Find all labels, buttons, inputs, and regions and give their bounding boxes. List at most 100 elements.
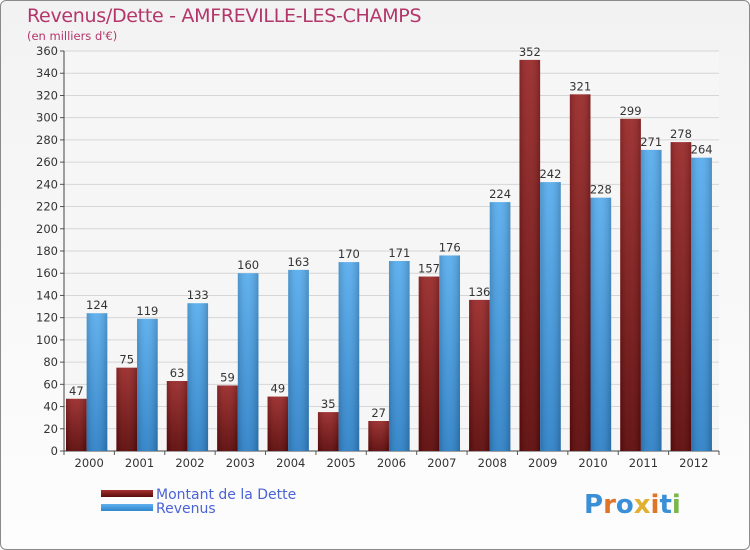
data-label: 124 xyxy=(86,298,108,312)
bar-shade xyxy=(237,273,259,451)
y-tick-label: 200 xyxy=(36,222,58,236)
x-tick-label: 2011 xyxy=(629,456,658,470)
bar-shade xyxy=(691,157,712,451)
x-tick-label: 2002 xyxy=(175,456,204,470)
y-tick-label: 240 xyxy=(36,177,58,191)
data-label: 264 xyxy=(691,143,713,157)
bar-shade xyxy=(569,94,591,451)
logo-letter: x xyxy=(633,490,651,520)
logo-letter: r xyxy=(603,490,616,520)
x-tick-label: 2001 xyxy=(125,456,154,470)
logo-letter: o xyxy=(615,490,634,520)
chart-subtitle: (en milliers d'€) xyxy=(27,29,118,43)
x-tick-label: 2000 xyxy=(75,456,104,470)
legend-label-revenus: Revenus xyxy=(156,501,216,517)
data-label: 63 xyxy=(170,366,185,380)
bar-shade xyxy=(288,269,309,451)
bar-shade xyxy=(267,396,289,451)
y-tick-label: 320 xyxy=(36,88,58,102)
x-tick-label: 2008 xyxy=(478,456,507,470)
y-tick-label: 220 xyxy=(36,200,58,214)
bar-shade xyxy=(519,59,541,452)
data-label: 119 xyxy=(136,304,158,318)
data-label: 321 xyxy=(569,79,591,93)
legend-label-dette: Montant de la Dette xyxy=(156,487,297,503)
logo-letter: t xyxy=(659,490,672,520)
x-tick-label: 2006 xyxy=(377,456,406,470)
x-tick-label: 2005 xyxy=(326,456,355,470)
data-label: 133 xyxy=(187,288,209,302)
y-tick-label: 140 xyxy=(36,288,58,302)
bar-shade xyxy=(116,367,138,451)
y-tick-label: 280 xyxy=(36,133,58,147)
bar-shade xyxy=(137,318,158,451)
bar-shade xyxy=(66,398,87,451)
data-label: 27 xyxy=(371,406,386,420)
data-label: 136 xyxy=(468,285,490,299)
y-tick-label: 80 xyxy=(43,355,58,369)
x-tick-label: 2007 xyxy=(427,456,456,470)
data-label: 75 xyxy=(119,353,134,367)
y-tick-label: 360 xyxy=(36,44,58,58)
legend-swatch-dette xyxy=(101,490,153,497)
bar-shade xyxy=(489,202,511,451)
y-tick-label: 300 xyxy=(36,111,58,125)
y-tick-label: 20 xyxy=(43,422,58,436)
data-label: 157 xyxy=(418,262,440,276)
x-tick-label: 2003 xyxy=(226,456,255,470)
y-tick-label: 40 xyxy=(43,400,58,414)
bar-shade xyxy=(388,261,410,451)
data-label: 242 xyxy=(539,167,561,181)
chart-title: Revenus/Dette - AMFREVILLE-LES-CHAMPS xyxy=(27,5,422,27)
logo-letter: i xyxy=(671,490,681,520)
logo-letter: i xyxy=(650,490,660,520)
bar-shade xyxy=(317,412,339,451)
y-tick-label: 60 xyxy=(43,377,58,391)
data-label: 176 xyxy=(439,240,461,254)
x-tick-label: 2009 xyxy=(528,456,557,470)
bar-shade xyxy=(590,197,612,451)
y-tick-label: 260 xyxy=(36,155,58,169)
data-label: 47 xyxy=(69,384,84,398)
data-label: 171 xyxy=(388,246,410,260)
data-label: 278 xyxy=(670,127,692,141)
bar-shade xyxy=(418,276,440,451)
x-tick-label: 2010 xyxy=(578,456,607,470)
y-tick-label: 100 xyxy=(36,333,58,347)
bar-shade xyxy=(540,182,561,451)
bar-shade xyxy=(86,313,108,451)
bar-shade xyxy=(217,385,238,451)
data-label: 163 xyxy=(288,255,310,269)
data-label: 160 xyxy=(237,258,259,272)
y-tick-label: 160 xyxy=(36,266,58,280)
bar-shade xyxy=(469,299,490,451)
data-label: 35 xyxy=(321,397,336,411)
data-label: 49 xyxy=(271,382,286,396)
bar-shade xyxy=(439,255,461,451)
x-tick-label: 2004 xyxy=(276,456,305,470)
bar-shade xyxy=(187,303,209,451)
data-label: 224 xyxy=(489,187,511,201)
y-tick-label: 180 xyxy=(36,244,58,258)
data-label: 170 xyxy=(338,247,360,261)
bar-shade xyxy=(620,118,641,452)
data-label: 299 xyxy=(620,104,642,118)
data-label: 271 xyxy=(640,135,662,149)
bar-shade xyxy=(670,142,692,451)
proxiti-logo: Proxiti xyxy=(584,490,681,520)
y-tick-label: 120 xyxy=(36,311,58,325)
data-label: 228 xyxy=(590,183,612,197)
x-tick-label: 2012 xyxy=(679,456,708,470)
bar-shade xyxy=(368,421,389,451)
data-label: 352 xyxy=(519,45,541,59)
bar-shade xyxy=(166,381,188,451)
legend-swatch-revenus xyxy=(101,504,153,511)
y-tick-label: 340 xyxy=(36,66,58,80)
bar-shade xyxy=(640,149,662,451)
y-tick-label: 0 xyxy=(51,444,58,458)
logo-letter: P xyxy=(584,490,604,520)
bar-shade xyxy=(338,262,360,451)
data-label: 59 xyxy=(220,370,235,384)
